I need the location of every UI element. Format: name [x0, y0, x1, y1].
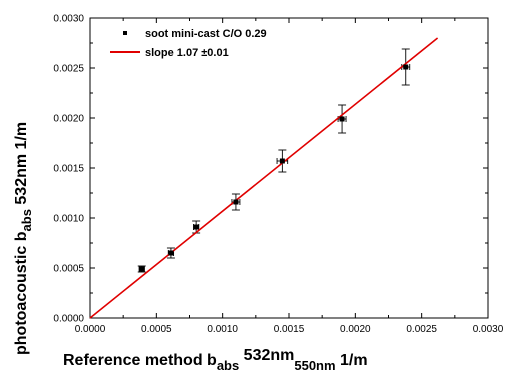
x-axis-title-end: 1/m — [336, 352, 368, 369]
x-tick-label: 0.0015 — [274, 324, 305, 335]
x-tick-label: 0.0005 — [141, 324, 172, 335]
data-point — [168, 250, 174, 256]
axis-ticks: 0.0000 0.0005 0.0010 0.0015 0.0020 0.0025 0.00… — [53, 14, 503, 336]
x-tick-label: 0.0025 — [406, 324, 437, 335]
y-tick-label: 0.0020 — [53, 114, 84, 125]
y-tick-label: 0.0005 — [53, 264, 84, 275]
y-axis-title-main: photoacoustic b — [13, 231, 30, 355]
y-axis-title-end: 532nm 1/m — [13, 122, 30, 209]
data-point — [233, 199, 239, 205]
data-point — [279, 158, 285, 164]
legend-label-points: soot mini-cast C/O 0.29 — [145, 28, 267, 40]
error-bars — [137, 48, 411, 273]
data-point — [193, 224, 199, 230]
fit-line-layer — [89, 37, 439, 319]
fit-line — [89, 37, 439, 319]
x-axis-title: Reference method babs 532nm550nm 1/m — [63, 347, 368, 373]
y-tick-label: 0.0025 — [53, 64, 84, 75]
y-tick-label: 0.0010 — [53, 214, 84, 225]
plot-frame — [89, 17, 489, 319]
x-axis-title-main: Reference method b — [63, 352, 217, 369]
data-point — [339, 116, 345, 122]
y-tick-label: 0.0030 — [53, 14, 84, 25]
y-axis-title: photoacoustic babs 532nm 1/m — [13, 122, 34, 355]
x-tick-label: 0.0030 — [473, 324, 504, 335]
x-tick-label: 0.0010 — [207, 324, 238, 335]
x-axis-title-sub2: 550nm — [294, 358, 335, 373]
data-point — [139, 266, 145, 272]
data-points — [139, 64, 409, 272]
data-point — [403, 64, 409, 70]
x-axis-title-sub: abs — [217, 358, 239, 373]
legend: soot mini-cast C/O 0.29 slope 1.07 ±0.01 — [110, 28, 267, 59]
x-tick-label: 0.0000 — [75, 324, 106, 335]
legend-marker-points — [123, 31, 127, 35]
legend-label-line: slope 1.07 ±0.01 — [145, 47, 229, 59]
x-tick-label: 0.0020 — [340, 324, 371, 335]
x-axis-title-mid: 532nm — [239, 347, 294, 364]
y-tick-label: 0.0000 — [53, 314, 84, 325]
y-tick-label: 0.0015 — [53, 164, 84, 175]
y-axis-title-sub: abs — [19, 209, 34, 231]
